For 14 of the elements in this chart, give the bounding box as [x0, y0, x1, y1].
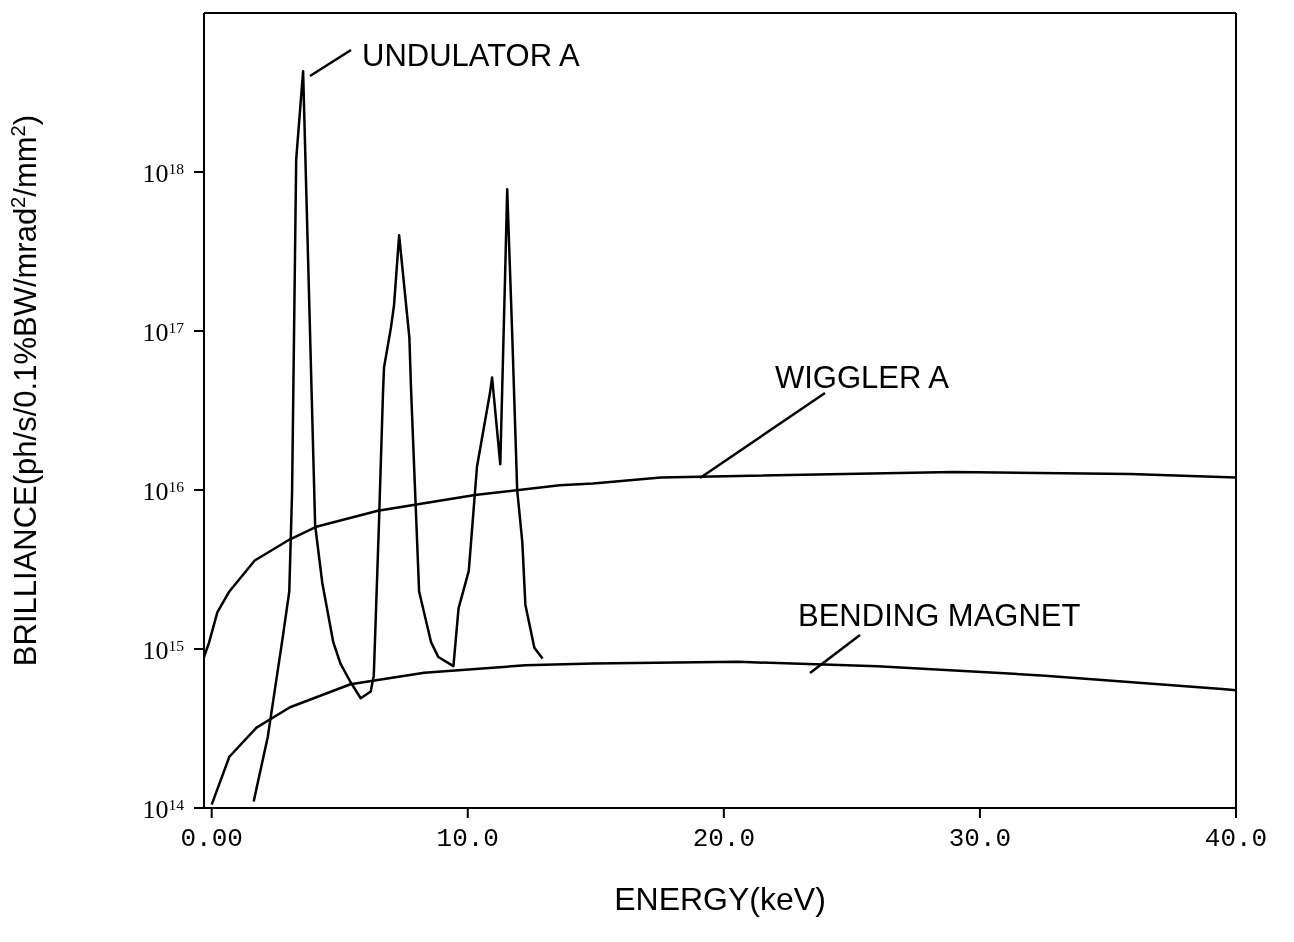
x-tick-label: 30.0: [948, 824, 1012, 854]
text: WIGGLER A: [775, 360, 950, 395]
legend-label: UNDULATOR A: [362, 38, 580, 73]
x-tick-label: 0.00: [180, 824, 243, 854]
series-label: BENDING MAGNET: [798, 598, 1081, 633]
x-tick-label: 20.0: [692, 824, 756, 854]
y-tick-label: 10$^{17}$: [142, 318, 185, 347]
y-tick-label: 10$^{18}$: [142, 159, 185, 188]
y-tick-label: 10$^{15}$: [142, 636, 185, 665]
x-tick-label: 10.0: [436, 824, 499, 854]
y-tick-label: 10$^{14}$: [142, 795, 185, 824]
x-axis-title: ENERGY(keV): [614, 881, 826, 917]
y-tick-label: 10$^{16}$: [142, 477, 185, 506]
x-tick-label: 40.0: [1204, 824, 1268, 854]
